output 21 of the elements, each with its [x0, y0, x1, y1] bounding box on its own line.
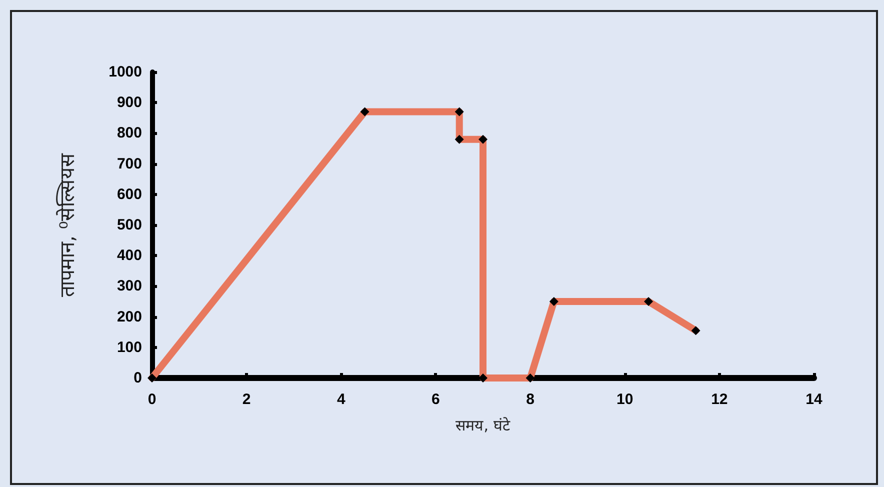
y-tick-label: 200	[116, 308, 142, 326]
y-tick-label: 500	[116, 216, 142, 234]
x-tick-label: 8	[526, 391, 534, 408]
x-tick-label: 12	[711, 391, 728, 408]
x-tick-label: 6	[432, 391, 440, 408]
y-tick-label: 600	[116, 186, 142, 203]
x-tick-label: 10	[616, 391, 634, 408]
x-axis-title: समय, घंटे	[456, 416, 510, 434]
x-tick-label: 4	[336, 391, 346, 408]
y-tick-label: 300	[116, 278, 142, 295]
y-tick-label: 700	[116, 155, 142, 172]
y-tick-label: 400	[116, 247, 142, 264]
y-tick-label: 800	[116, 124, 142, 142]
x-tick-label: 2	[242, 391, 251, 408]
y-axis-title: तापमान, ⁰सेल्सियस	[55, 153, 79, 297]
x-tick-label: 0	[148, 391, 156, 408]
y-tick-label: 0	[134, 370, 142, 386]
y-tick-label: 100	[116, 338, 142, 356]
y-tick-label: 900	[116, 94, 142, 112]
y-tick-label: 1000	[108, 64, 142, 80]
x-tick-label: 14	[806, 391, 823, 408]
